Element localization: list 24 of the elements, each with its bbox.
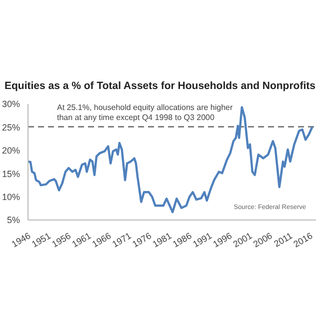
y-tick-label: 25%: [2, 122, 20, 132]
chart-title: Equities as a % of Total Assets for Households and Nonprofits: [4, 80, 316, 92]
x-tick-label: 2011: [272, 230, 294, 249]
y-tick-label: 10%: [2, 192, 20, 202]
x-tick-label: 1981: [150, 230, 174, 250]
x-tick-label: 1986: [170, 230, 194, 250]
x-tick-label: 1971: [110, 230, 133, 250]
y-tick-label: 20%: [2, 146, 20, 156]
x-tick-label: 1956: [50, 230, 72, 250]
x-tick-label: 1961: [70, 230, 93, 250]
x-tick-label: 2006: [252, 230, 274, 250]
x-tick-label: 1996: [211, 230, 234, 250]
x-tick-label: 1946: [10, 230, 32, 250]
x-tick-label: 2001: [231, 230, 254, 250]
x-tick-label: 1966: [90, 230, 113, 250]
y-tick-label: 15%: [2, 168, 20, 179]
annotation: At 25.1%, household equity allocations are higher than at any time except Q4 1998 to Q3 2000: [57, 103, 234, 123]
x-tick-label: 1951: [30, 230, 52, 250]
y-tick-label: 30%: [2, 99, 20, 110]
y-tick-label: 5%: [6, 215, 20, 226]
line-series: [28, 106, 314, 214]
x-tick-label: 2016: [292, 230, 314, 250]
x-tick-label: 1976: [130, 230, 154, 250]
x-tick-label: 1991: [191, 230, 214, 250]
